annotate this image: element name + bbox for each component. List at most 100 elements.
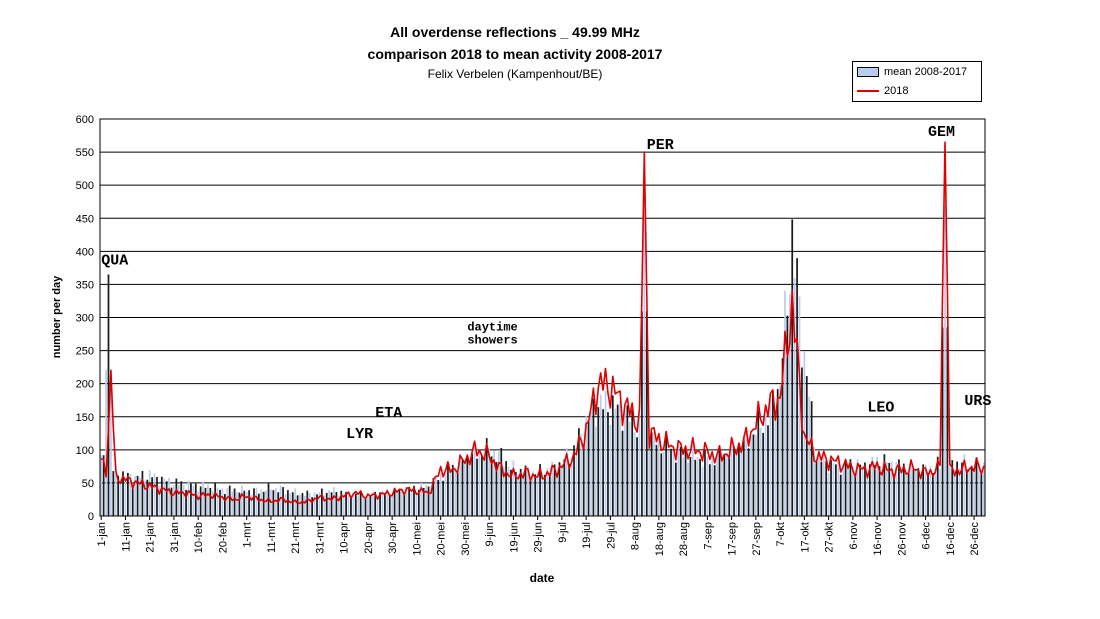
bar-mean [134, 476, 137, 516]
bar-mean [893, 473, 895, 516]
y-tick-label: 550 [76, 147, 94, 159]
bar-mean [209, 487, 212, 516]
bar-mean [941, 327, 944, 516]
bar-mean [153, 473, 156, 516]
bar-mean [755, 435, 757, 516]
legend-item-2018: 2018 [857, 84, 908, 98]
bar-mean [919, 476, 922, 516]
bar-mean [582, 444, 585, 516]
bar-mean [888, 463, 891, 516]
bar-mean [514, 471, 517, 516]
chart-author: Felix Verbelen (Kampenhout/BE) [427, 67, 603, 81]
bar-mean [143, 481, 146, 516]
bar-mean [320, 488, 323, 516]
bar-mean [859, 464, 861, 516]
bar-mean [847, 467, 849, 516]
bar-mean [975, 457, 978, 516]
x-tick-label: 11-jan [120, 522, 132, 552]
bar-mean [432, 478, 435, 516]
bar-mean [257, 493, 260, 516]
bar-mean [648, 450, 651, 516]
bar-mean [733, 447, 735, 516]
bar-mean [866, 474, 869, 516]
bar-mean [791, 219, 794, 517]
bar-mean [371, 492, 374, 516]
bar-mean [738, 443, 740, 516]
bar-mean [805, 376, 808, 516]
bar-mean [185, 489, 187, 516]
bar-mean [936, 456, 939, 516]
bar-mean [832, 463, 835, 516]
bar-mean [495, 461, 498, 516]
bar-mean [745, 428, 748, 516]
bar-mean [883, 454, 886, 516]
bar-mean [655, 444, 658, 516]
bar-mean [769, 399, 772, 516]
x-tick-label: 28-aug [678, 522, 690, 556]
bar-mean [820, 461, 823, 516]
x-tick-label: 18-aug [654, 522, 666, 556]
bar-mean [752, 434, 755, 516]
bar-mean [922, 464, 925, 516]
bar-mean [682, 457, 684, 516]
bar-mean [599, 394, 602, 516]
bar-mean [747, 448, 750, 516]
bar-mean [708, 464, 711, 516]
bar-mean [219, 489, 221, 516]
bar-mean [764, 414, 767, 516]
bar-mean [529, 478, 532, 516]
x-tick-label: 27-sep [751, 522, 763, 556]
bar-mean [551, 461, 554, 516]
x-tick-label: 26-nov [896, 522, 908, 556]
bar-mean [272, 490, 275, 516]
bar-mean [386, 488, 389, 516]
bar-mean [718, 445, 721, 516]
bar-mean [381, 490, 384, 516]
bar-mean [476, 458, 478, 516]
bar-mean [374, 491, 377, 516]
bar-mean [190, 483, 192, 516]
bar-mean [289, 493, 292, 516]
bar-mean [422, 487, 425, 516]
series-2018 [100, 141, 985, 505]
bar-mean [670, 448, 672, 516]
bar-mean [861, 465, 864, 516]
bar-mean [207, 484, 209, 516]
line-2018 [100, 141, 985, 505]
chart-legend: mean 2008-2017 2018 [852, 61, 982, 102]
bar-mean [684, 450, 687, 516]
bar-mean [335, 491, 338, 516]
bar-mean [265, 490, 267, 516]
bar-mean [347, 490, 350, 516]
bar-mean [704, 450, 706, 516]
y-tick-label: 350 [76, 279, 94, 291]
bar-mean [173, 484, 175, 516]
bar-mean [721, 460, 723, 516]
bar-mean [459, 453, 461, 516]
bar-mean [956, 461, 958, 516]
bar-mean [437, 479, 440, 516]
bar-mean [139, 477, 141, 516]
bar-mean [107, 274, 110, 516]
bar-mean [694, 459, 697, 516]
x-tick-label: 31-mrt [314, 522, 326, 554]
bar-mean [890, 461, 893, 516]
y-tick-label: 0 [88, 511, 94, 523]
bar-mean [224, 493, 226, 516]
y-tick-label: 200 [76, 379, 94, 391]
bar-mean [534, 474, 537, 516]
chart-title: All overdense reflections _ 49.99 MHz [390, 24, 640, 40]
bar-mean [291, 492, 294, 516]
bar-mean [308, 492, 311, 516]
bar-mean [527, 466, 529, 516]
legend-item-mean: mean 2008-2017 [857, 65, 967, 79]
bar-mean [885, 462, 888, 516]
bar-mean [759, 427, 762, 516]
bar-mean [658, 437, 660, 516]
bar-mean [304, 495, 306, 516]
bar-mean [282, 487, 284, 516]
bar-mean [871, 456, 874, 516]
bar-mean [250, 494, 253, 516]
bar-mean [410, 489, 413, 516]
